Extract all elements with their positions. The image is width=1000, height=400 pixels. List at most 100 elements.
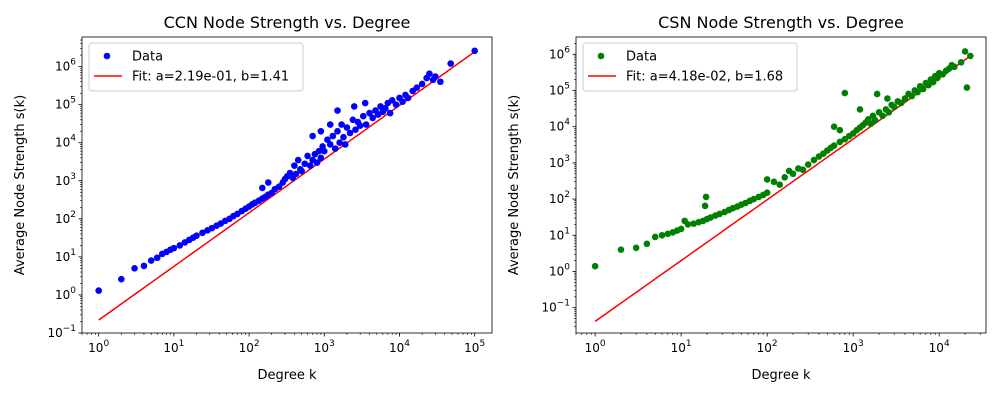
x-tick-label-exponent: 5: [479, 339, 485, 349]
data-points: [591, 48, 974, 270]
x-tick-label: 102: [757, 339, 778, 355]
data-point: [153, 254, 161, 262]
data-point: [324, 136, 331, 144]
y-tick-label: 100: [55, 286, 76, 302]
x-tick-label-base: 10: [585, 341, 600, 355]
data-point: [885, 108, 893, 116]
data-point: [361, 99, 369, 107]
y-tick-label-base: 10: [549, 83, 564, 97]
y-tick-label: 105: [55, 96, 76, 112]
data-point: [799, 166, 807, 173]
data-point: [951, 63, 958, 71]
x-tick-label-base: 10: [163, 341, 178, 355]
x-tick-label-exponent: 4: [944, 339, 950, 349]
data-point: [294, 156, 302, 164]
y-axis-label: Average Node Strength s(k): [507, 95, 522, 275]
x-tick-label: 101: [163, 339, 184, 355]
data-point: [879, 112, 886, 120]
fit-line: [594, 54, 973, 323]
data-point: [259, 184, 266, 192]
y-tick-label-base: 10: [55, 174, 70, 188]
data-point: [140, 262, 148, 270]
legend-label: Fit: a=4.18e-02, b=1.68: [626, 70, 783, 85]
legend-box: [88, 42, 304, 92]
x-tick-label-exponent: 1: [686, 339, 692, 349]
x-tick-label-exponent: 3: [329, 339, 335, 349]
chart-title: CSN Node Strength vs. Degree: [658, 13, 904, 32]
data-point: [890, 103, 898, 111]
data-point: [340, 133, 347, 141]
y-tick-label-base: 10: [55, 98, 70, 112]
y-tick-label-base: 10: [55, 250, 70, 264]
y-tick-label-base: 10: [549, 264, 564, 278]
y-tick-label-base: 10: [55, 212, 70, 226]
data-point: [908, 92, 916, 100]
data-point: [315, 147, 323, 155]
x-axis-label: Degree k: [258, 368, 317, 383]
data-point: [264, 179, 272, 186]
y-tick-label-base: 10: [55, 288, 70, 302]
data-point: [770, 178, 778, 186]
y-tick-label-base: 10: [549, 156, 564, 170]
x-tick-label-base: 10: [843, 341, 858, 355]
y-tick-label: 10−1: [541, 299, 570, 315]
data-point: [388, 97, 396, 104]
fit-line: [98, 51, 476, 321]
data-point: [352, 126, 359, 133]
y-tick-label-base: 10: [549, 192, 564, 206]
data-point: [873, 90, 881, 98]
y-tick-label-base: 10: [549, 228, 564, 242]
data-point: [413, 84, 421, 91]
legend-label: Data: [132, 50, 163, 65]
y-tick-label-exponent: 5: [70, 96, 76, 106]
y-tick-label: 102: [549, 190, 570, 206]
plot-frame: [575, 36, 987, 334]
data-point: [856, 106, 864, 113]
legend-label: Fit: a=2.19e-01, b=1.41: [132, 70, 289, 85]
legend-marker: [597, 52, 605, 60]
data-point: [830, 123, 838, 130]
data-point: [658, 231, 666, 239]
y-tick-label-exponent: 3: [564, 154, 570, 164]
data-point: [897, 99, 905, 107]
data-point: [317, 154, 325, 162]
y-tick-label-exponent: 1: [70, 248, 76, 258]
data-point: [929, 78, 937, 86]
legend-marker: [103, 52, 111, 60]
data-point: [346, 129, 354, 137]
y-tick-label-exponent: 0: [70, 286, 76, 296]
y-tick-label-exponent: 6: [564, 45, 570, 55]
data-point: [350, 103, 358, 110]
legend-label: Data: [626, 50, 657, 65]
y-tick-label-base: 10: [55, 136, 70, 150]
y-tick-label-base: 10: [549, 47, 564, 61]
data-point: [789, 170, 797, 178]
y-axis-label: Average Node Strength s(k): [13, 95, 28, 275]
data-point: [343, 124, 351, 131]
data-point: [914, 88, 921, 96]
legend-box: [582, 42, 798, 92]
data-point: [118, 275, 125, 283]
x-tick-label-exponent: 0: [103, 339, 109, 349]
data-point: [776, 181, 784, 188]
x-tick-label-base: 10: [239, 341, 254, 355]
data-point: [95, 287, 102, 294]
data-point: [313, 159, 321, 166]
legend: Data Fit: a=4.18e-02, b=1.68: [582, 42, 798, 92]
data-point: [684, 221, 692, 228]
x-tick-label-exponent: 4: [404, 339, 410, 349]
x-tick-label-exponent: 2: [254, 339, 260, 349]
data-point: [317, 127, 325, 135]
data-point: [836, 138, 844, 146]
plot-frame: [81, 36, 493, 334]
data-point: [781, 173, 788, 181]
data-point: [632, 244, 640, 252]
y-tick-label-exponent: 3: [70, 172, 76, 182]
data-point: [810, 156, 818, 164]
y-tick-label: 103: [55, 172, 76, 188]
data-point: [867, 120, 875, 128]
data-point: [651, 233, 659, 241]
data-point: [702, 193, 710, 201]
data-point: [359, 112, 367, 120]
data-point: [830, 142, 838, 149]
